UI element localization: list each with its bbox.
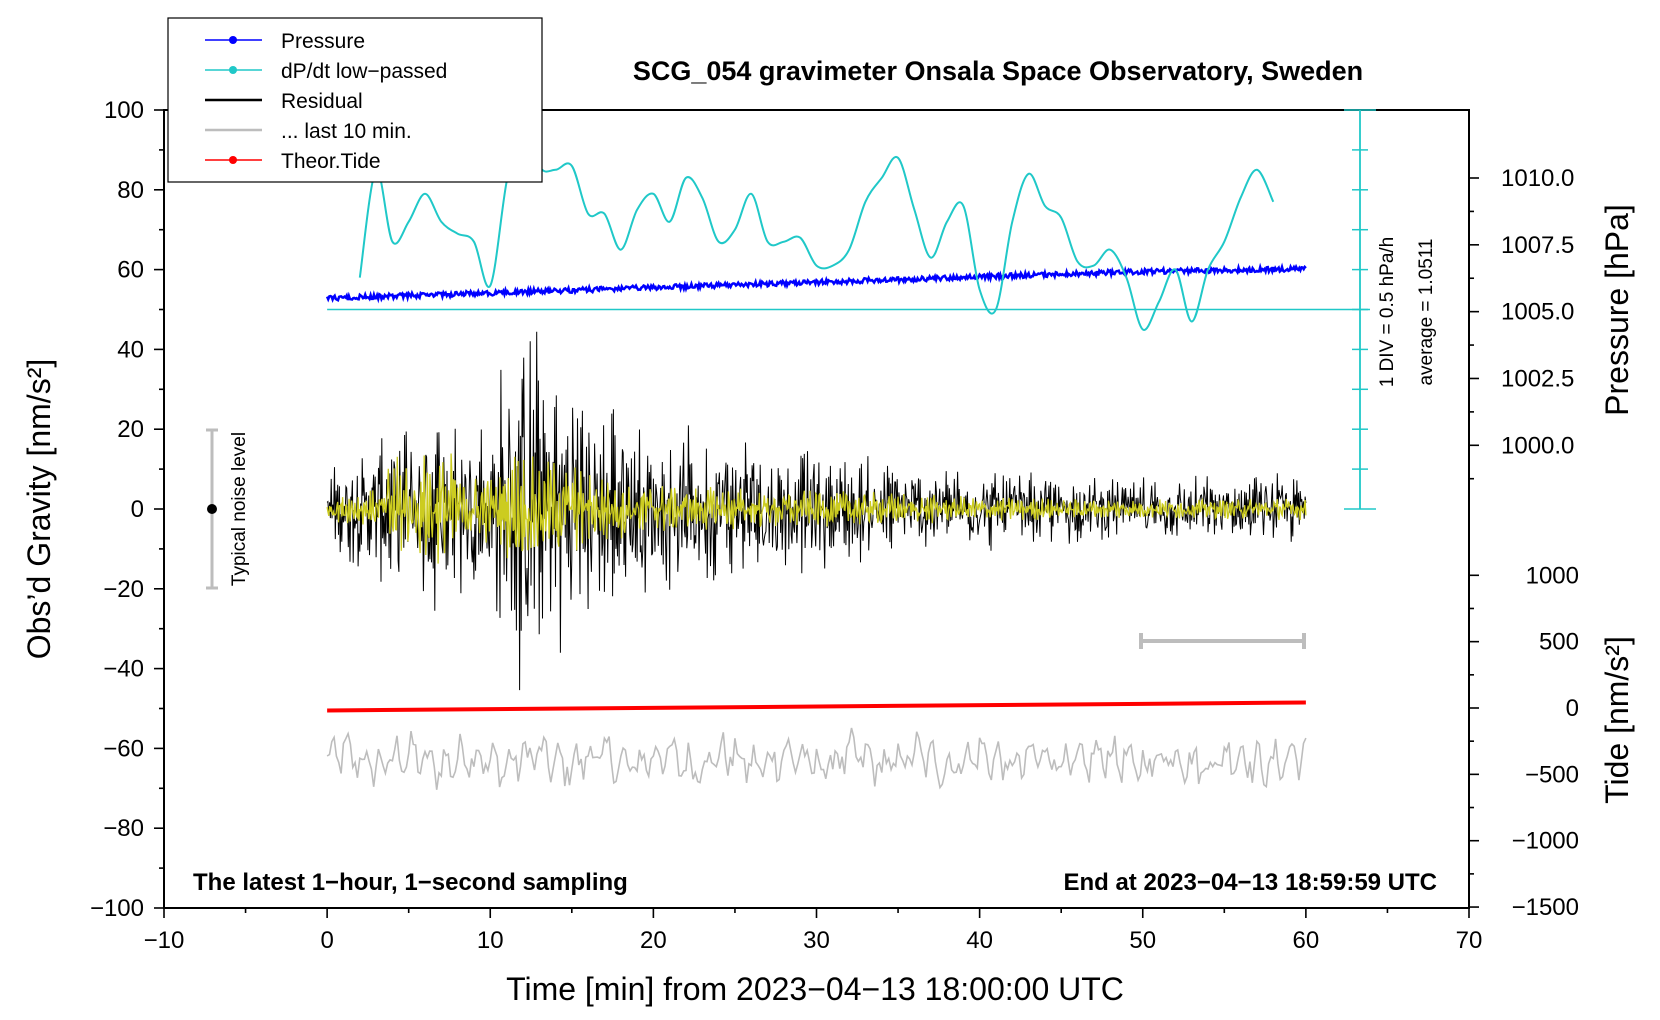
pressure-trace [325, 262, 1307, 304]
pressure-tick-label: 1000.0 [1501, 432, 1574, 459]
legend-item-theor-tide: Theor.Tide [205, 150, 381, 173]
last-10-min-trace [326, 727, 1307, 790]
x-tick-label: 30 [803, 927, 830, 954]
pressure-tick-label: 1002.5 [1501, 365, 1574, 392]
dpdt-scale-bar [327, 109, 1376, 510]
legend-item-pressure: Pressure [205, 30, 365, 53]
note-end-time: End at 2023−04−13 18:59:59 UTC [1063, 869, 1437, 896]
y-tick-label: 40 [117, 336, 144, 363]
y-tick-label: −60 [103, 735, 144, 762]
legend-item-dpdt: dP/dt low−passed [205, 60, 447, 83]
y-axis-label-left: Obs’d Gravity [nm/s²] [21, 359, 57, 660]
data-traces [325, 110, 1307, 790]
note-sampling: The latest 1−hour, 1−second sampling [193, 869, 628, 896]
residual-smoothed-trace [326, 453, 1307, 564]
x-tick-label: 20 [640, 927, 667, 954]
x-tick-label: 60 [1293, 927, 1320, 954]
dpdt-average-label: average = 1.0511 [1416, 238, 1437, 385]
y-tick-label: 60 [117, 257, 144, 284]
x-tick-label: 50 [1129, 927, 1156, 954]
dpdt-trace [358, 110, 1275, 331]
y-axis-label-pressure: Pressure [hPa] [1599, 204, 1635, 416]
pressure-tick-label: 1005.0 [1501, 299, 1574, 326]
legend: Pressure dP/dt low−passed Residual ... l… [167, 17, 543, 183]
pressure-ticks: 1010.0 1007.5 1005.0 1002.5 1000.0 [1469, 165, 1574, 480]
x-tick-label: 40 [966, 927, 993, 954]
x-tick-label: −10 [144, 927, 185, 954]
tide-tick-label: 1000 [1526, 562, 1579, 589]
y-tick-label: 100 [104, 97, 144, 124]
tide-tick-label: −1000 [1512, 828, 1579, 855]
left-y-ticks: 100 80 60 40 20 0 −20 −40 −60 −80 −100 [90, 97, 164, 922]
x-tick-label: 0 [320, 927, 333, 954]
tide-tick-label: −1500 [1512, 894, 1579, 921]
x-tick-label: 70 [1456, 927, 1483, 954]
svg-text:Residual: Residual [281, 90, 363, 113]
noise-level-indicator: Typical noise level [206, 428, 250, 590]
svg-text:Pressure: Pressure [281, 30, 365, 53]
tide-tick-label: −500 [1525, 761, 1579, 788]
svg-text:Typical noise level: Typical noise level [229, 432, 250, 586]
x-tick-label: 10 [477, 927, 504, 954]
last-10-min-range-bar [1139, 633, 1306, 649]
theor-tide-trace [327, 700, 1306, 713]
y-tick-label: 80 [117, 177, 144, 204]
y-tick-label: −100 [90, 895, 144, 922]
x-ticks: −10 0 10 20 30 40 50 60 70 [144, 908, 1483, 954]
svg-text:... last 10 min.: ... last 10 min. [281, 120, 412, 143]
x-axis-label: Time [min] from 2023−04−13 18:00:00 UTC [506, 971, 1124, 1007]
y-tick-label: 0 [131, 496, 144, 523]
dpdt-scale-label: 1 DIV = 0.5 hPa/h [1377, 237, 1398, 388]
tide-tick-label: 500 [1539, 629, 1579, 656]
legend-item-last-10-min: ... last 10 min. [205, 120, 412, 143]
y-axis-label-tide: Tide [nm/s²] [1599, 636, 1635, 804]
y-tick-label: −40 [103, 656, 144, 683]
svg-text:dP/dt low−passed: dP/dt low−passed [281, 60, 447, 83]
y-tick-label: −80 [103, 815, 144, 842]
svg-text:Theor.Tide: Theor.Tide [281, 150, 381, 173]
legend-item-residual: Residual [205, 90, 363, 113]
tide-tick-label: 0 [1566, 695, 1579, 722]
y-tick-label: 20 [117, 416, 144, 443]
chart-title: SCG_054 gravimeter Onsala Space Observat… [633, 56, 1363, 86]
tide-ticks: 1000 500 0 −500 −1000 −1500 [1469, 562, 1579, 921]
pressure-tick-label: 1010.0 [1501, 165, 1574, 192]
y-tick-label: −20 [103, 576, 144, 603]
pressure-tick-label: 1007.5 [1501, 232, 1574, 259]
